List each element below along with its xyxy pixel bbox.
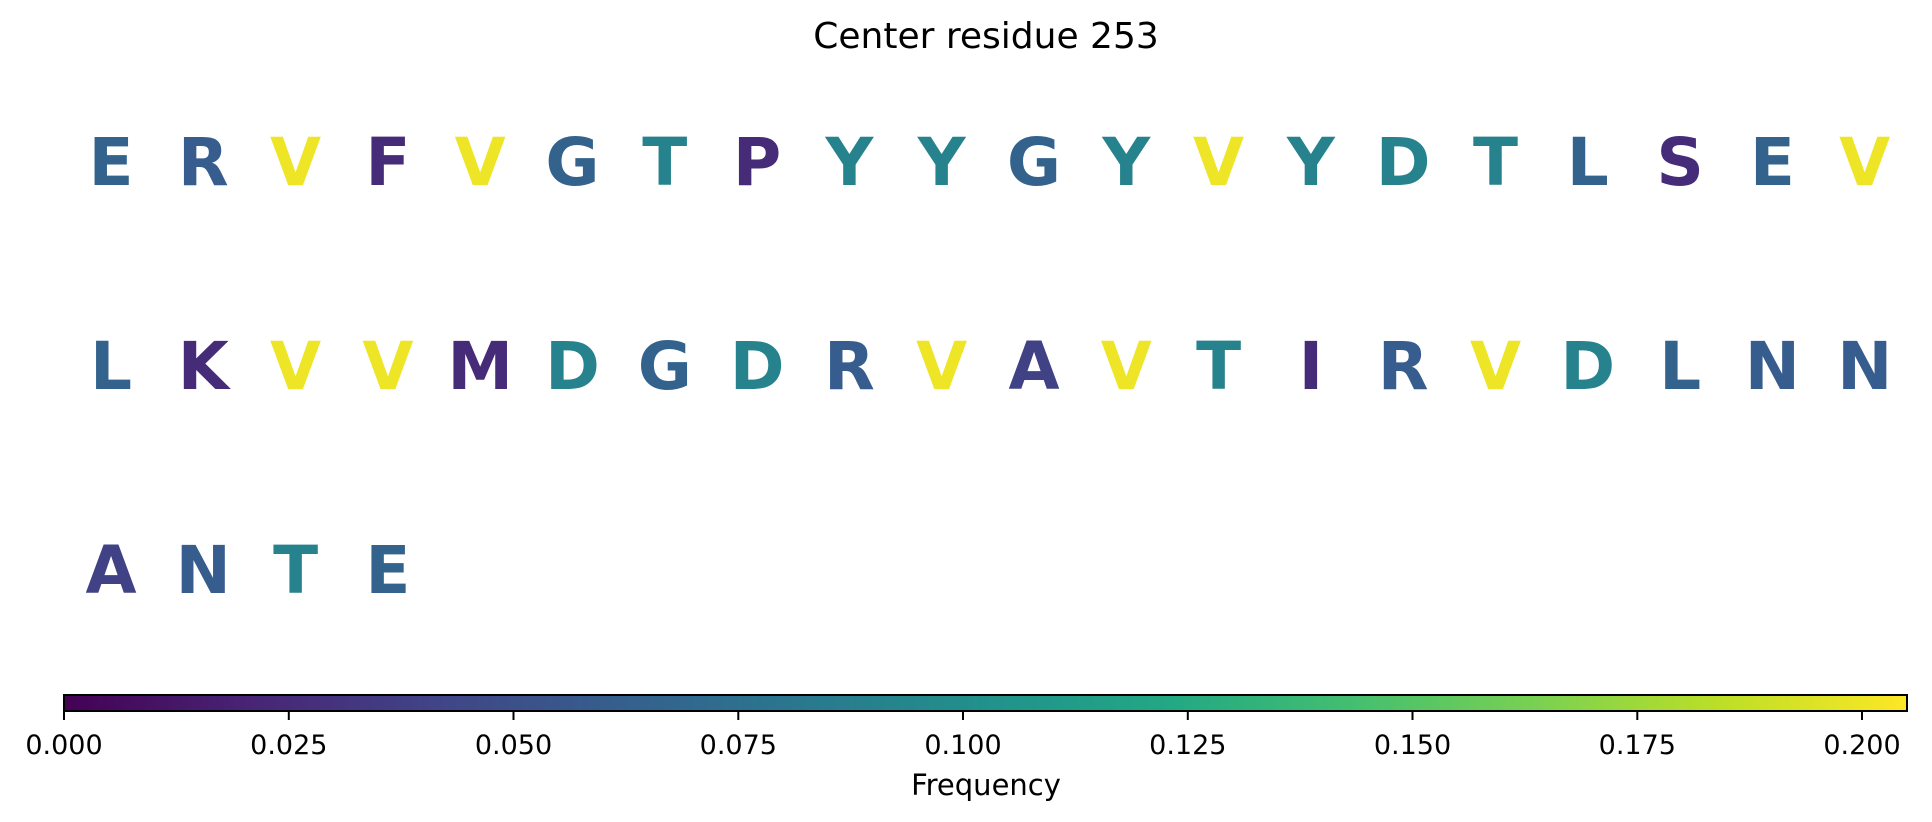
colorbar-tick-label: 0.200: [1823, 730, 1900, 761]
residue-letter: T: [273, 532, 318, 609]
residue-letter: R: [1378, 328, 1429, 405]
residue-letter: D: [1376, 124, 1431, 201]
residue-letter: G: [1007, 124, 1061, 201]
residue-letter: N: [176, 532, 231, 609]
residue-letter: L: [90, 328, 132, 405]
colorbar-tick-label: 0.125: [1149, 730, 1226, 761]
residue-letter: V: [1101, 328, 1152, 405]
residue-letter: V: [1193, 124, 1244, 201]
colorbar-gradient: [64, 695, 1907, 711]
colorbar-ticks: 0.000 0.025 0.050 0.075 0.100 0.125 0.150 0.175…: [25, 711, 1901, 761]
residue-letter: G: [638, 328, 692, 405]
residue-letter: L: [1659, 328, 1701, 405]
residue-letter: D: [730, 328, 785, 405]
colorbar-tick-label: 0.000: [25, 730, 102, 761]
colorbar-label: Frequency: [911, 768, 1061, 802]
residue-letter: Y: [1286, 124, 1336, 201]
residue-letter: T: [1473, 124, 1518, 201]
residue-letter: Y: [917, 124, 967, 201]
residue-letter: L: [1567, 124, 1609, 201]
residue-letter: F: [365, 124, 410, 201]
residue-letter: I: [1299, 328, 1324, 405]
residue-letter: P: [733, 124, 781, 201]
residue-letter: A: [85, 532, 136, 609]
residue-letter: V: [362, 328, 413, 405]
residue-letter: E: [1750, 124, 1795, 201]
colorbar-tick-label: 0.100: [924, 730, 1001, 761]
residue-letter: V: [455, 124, 506, 201]
colorbar: 0.000 0.025 0.050 0.075 0.100 0.125 0.150 0.175…: [25, 694, 1908, 802]
residue-letter: G: [545, 124, 599, 201]
residue-letter: T: [1196, 328, 1241, 405]
residue-letter: S: [1656, 124, 1704, 201]
residue-letter: E: [365, 532, 410, 609]
residue-letter: M: [447, 328, 513, 405]
residue-letter: Y: [825, 124, 875, 201]
residue-letter: V: [1839, 124, 1890, 201]
residue-letter: V: [1470, 328, 1521, 405]
residue-letter: D: [1560, 328, 1615, 405]
residue-letter: T: [642, 124, 687, 201]
residue-letter: V: [270, 124, 321, 201]
colorbar-tick-label: 0.075: [700, 730, 777, 761]
residue-letter: N: [1837, 328, 1892, 405]
colorbar-frame: [63, 694, 1908, 712]
chart-title: Center residue 253: [813, 16, 1159, 57]
colorbar-tick-label: 0.150: [1374, 730, 1451, 761]
residue-letter: Y: [1101, 124, 1151, 201]
residue-letters: E R V F V G T P Y Y G Y V Y D T L S E VL K V V M D G D R V A V T I R V D L N N…: [85, 124, 1892, 609]
residue-letter: A: [1008, 328, 1059, 405]
residue-letter: K: [178, 328, 232, 405]
residue-letter: E: [88, 124, 133, 201]
residue-letter: V: [270, 328, 321, 405]
residue-letter: R: [178, 124, 229, 201]
colorbar-tick-label: 0.175: [1599, 730, 1676, 761]
residue-letter: N: [1745, 328, 1800, 405]
residue-letter: D: [545, 328, 600, 405]
colorbar-tick-label: 0.025: [250, 730, 327, 761]
residue-letter: R: [824, 328, 875, 405]
residue-letter: V: [916, 328, 967, 405]
colorbar-tick-label: 0.050: [475, 730, 552, 761]
